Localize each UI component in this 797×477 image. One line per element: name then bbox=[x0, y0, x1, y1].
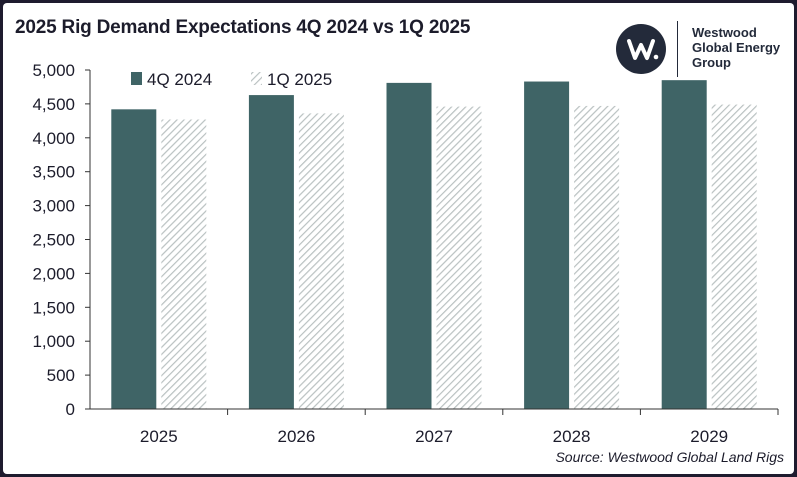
y-tick-label: 3,500 bbox=[32, 163, 75, 182]
legend-swatch-2 bbox=[251, 72, 262, 85]
bar-series2-2029 bbox=[711, 104, 757, 409]
x-tick-label: 2025 bbox=[140, 427, 178, 446]
logo-name-line1: Westwood bbox=[692, 25, 757, 40]
y-tick-label: 2,500 bbox=[32, 231, 75, 250]
logo-name-line2: Global Energy bbox=[692, 40, 781, 55]
x-tick-label: 2029 bbox=[690, 427, 728, 446]
y-tick-label: 5,000 bbox=[32, 61, 75, 80]
x-tick-label: 2026 bbox=[277, 427, 315, 446]
legend-swatch-1 bbox=[131, 72, 142, 85]
bar-series1-2028 bbox=[524, 81, 570, 409]
bar-chart: 0 500 1,000 1,500 2,000 2,500 3,000 3,500 4,000 4… bbox=[32, 61, 779, 446]
y-tick-label: 1,500 bbox=[32, 298, 75, 317]
chart-frame: 2025 Rig Demand Expectations 4Q 2024 vs … bbox=[3, 3, 794, 474]
logo-text: Westwood Global Energy Group bbox=[692, 25, 792, 70]
bar-series1-2027 bbox=[386, 82, 432, 409]
bar-series2-2025 bbox=[161, 119, 207, 409]
logo-divider bbox=[677, 21, 678, 77]
bar-series2-2027 bbox=[436, 106, 482, 409]
y-tick-label: 500 bbox=[47, 366, 75, 385]
y-tick-label: 2,000 bbox=[32, 264, 75, 283]
y-tick-label: 4,000 bbox=[32, 129, 75, 148]
x-tick-label: 2027 bbox=[415, 427, 453, 446]
y-tick-label: 1,000 bbox=[32, 332, 75, 351]
y-tick-label: 4,500 bbox=[32, 95, 75, 114]
bar-series1-2029 bbox=[661, 80, 707, 410]
chart-title: 2025 Rig Demand Expectations 4Q 2024 vs … bbox=[15, 17, 471, 38]
y-tick-label: 0 bbox=[66, 400, 75, 419]
bar-series2-2026 bbox=[298, 113, 344, 409]
logo-name-line3: Group bbox=[692, 55, 731, 70]
company-logo: Westwood Global Energy Group bbox=[609, 21, 789, 77]
source-note: Source: Westwood Global Land Rigs bbox=[555, 449, 784, 465]
bar-series1-2025 bbox=[111, 109, 157, 409]
y-tick-label: 3,000 bbox=[32, 197, 75, 216]
bar-series2-2028 bbox=[574, 105, 620, 410]
bar-series1-2026 bbox=[248, 95, 294, 409]
legend-label-2: 1Q 2025 bbox=[267, 70, 332, 89]
x-tick-label: 2028 bbox=[553, 427, 591, 446]
westwood-w-logo-icon bbox=[616, 24, 666, 74]
legend-label-1: 4Q 2024 bbox=[147, 70, 212, 89]
